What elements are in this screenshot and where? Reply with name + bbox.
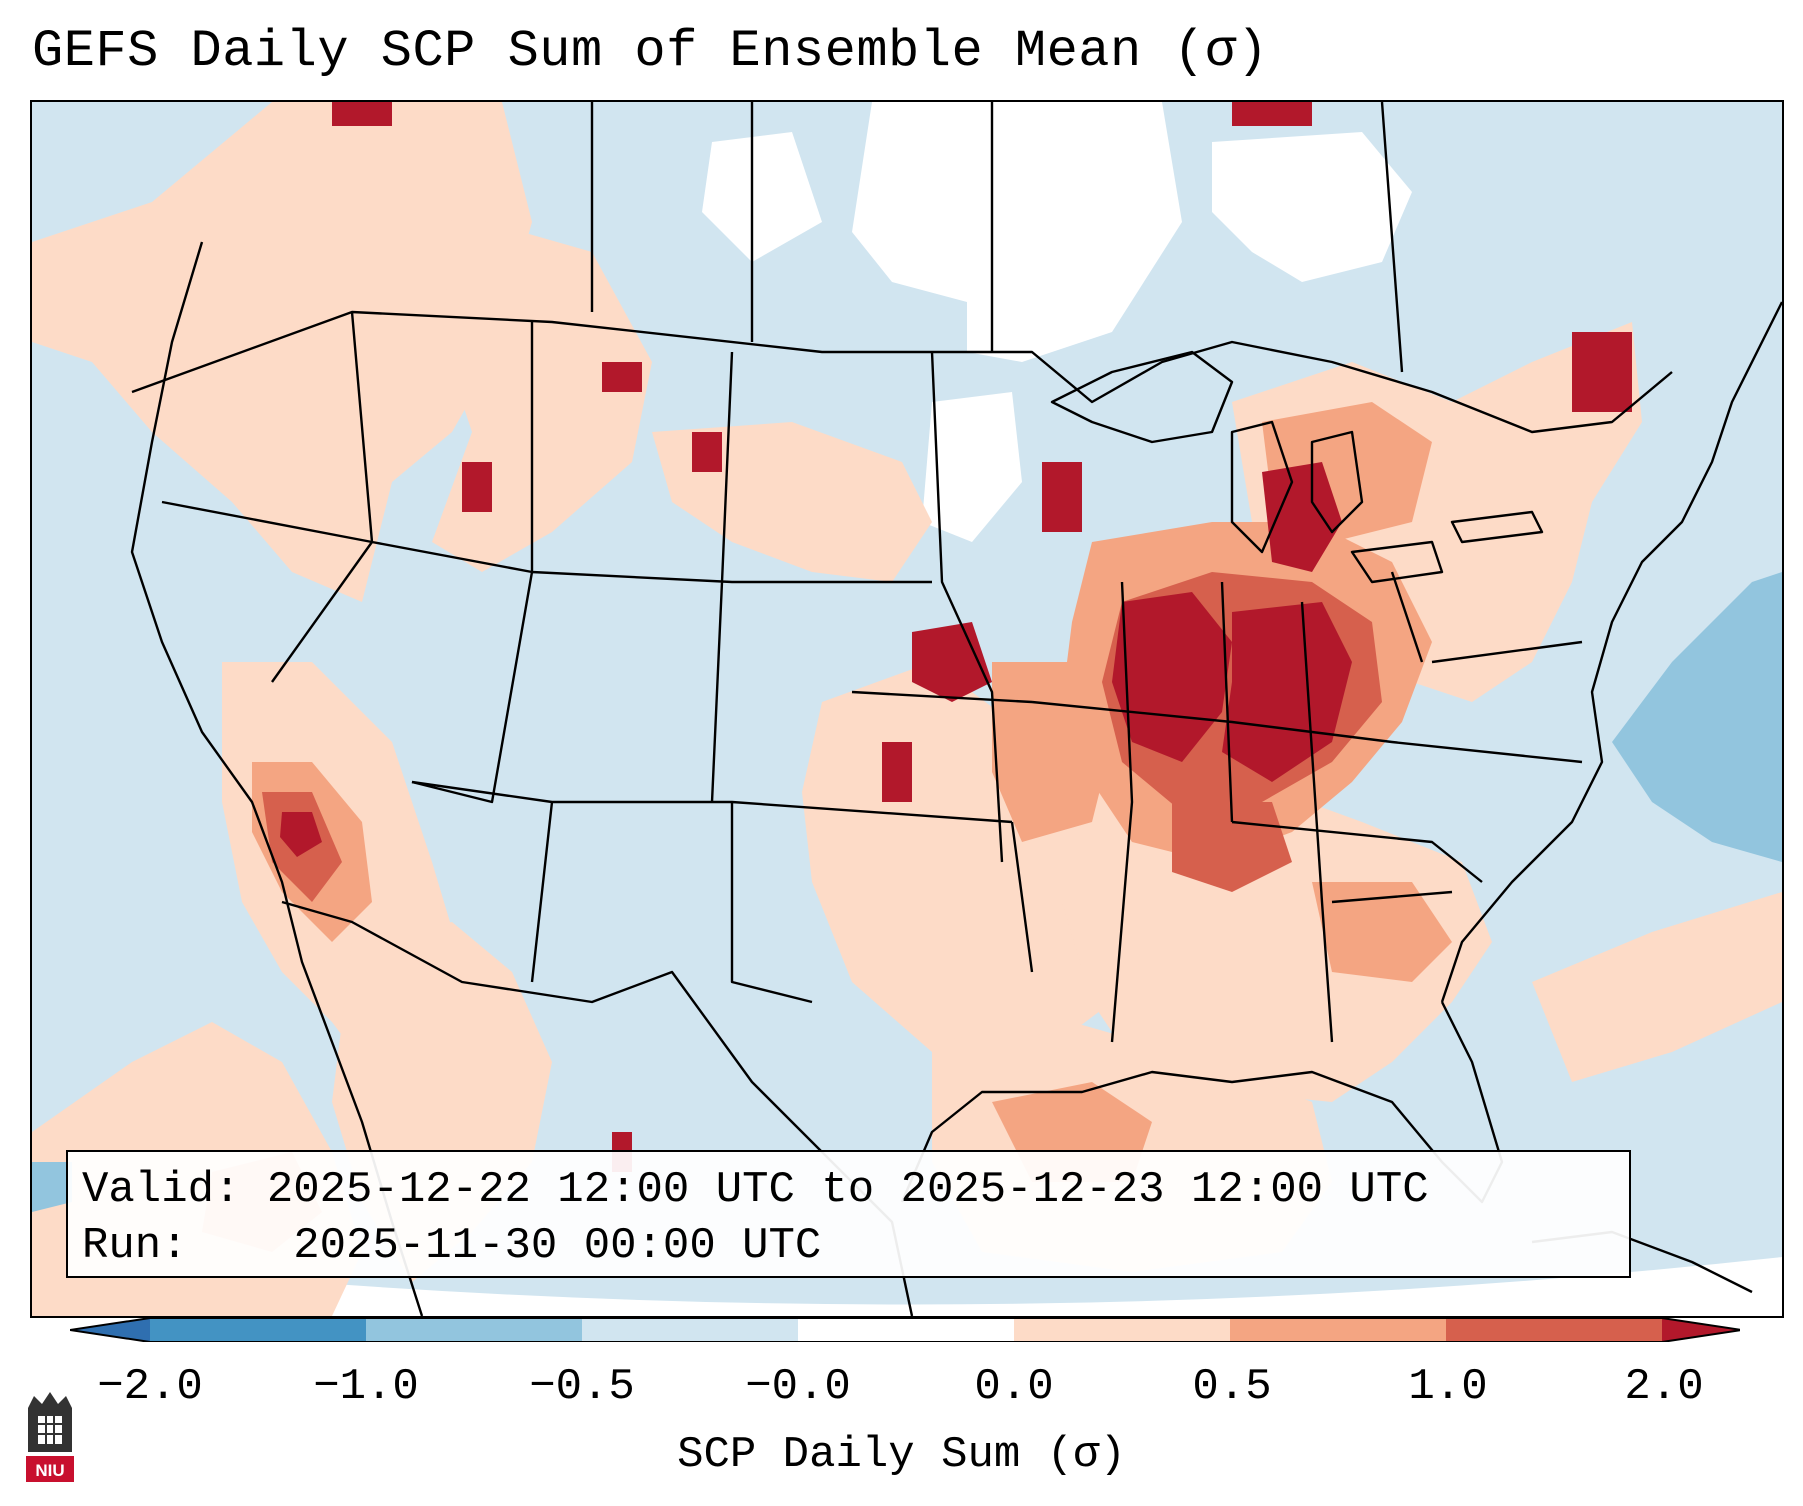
colorbar-segment: [582, 1318, 798, 1342]
mid-red-georgia: [1312, 882, 1452, 982]
map-title: GEFS Daily SCP Sum of Ensemble Mean (σ): [32, 22, 1269, 81]
colorbar: [70, 1318, 1740, 1342]
west-coast: [130, 241, 424, 1316]
colorbar-segment: [1446, 1318, 1662, 1342]
canadian-provinces: [590, 102, 1404, 373]
run-value: 2025-11-30 00:00 UTC: [293, 1221, 822, 1271]
colorbar-label: SCP Daily Sum (σ): [677, 1430, 1126, 1480]
boundaries: [130, 102, 1782, 1316]
dark-red-kansas: [882, 742, 912, 802]
dark-red-california: [280, 812, 322, 857]
dark-red-missouri: [912, 622, 992, 702]
tick-label: 1.0: [1408, 1362, 1488, 1412]
tick-label: −0.5: [529, 1362, 635, 1412]
state-lines-west: [161, 311, 1004, 863]
dark-red-hudson-bay: [1232, 102, 1312, 126]
colorbar-segment: [366, 1318, 582, 1342]
svg-text:NIU: NIU: [35, 1461, 64, 1480]
tick-label: −2.0: [97, 1362, 203, 1412]
dark-red-sd: [1042, 462, 1082, 532]
dark-red-michigan: [1262, 462, 1342, 572]
neutral-zone-northern-plains: [852, 102, 1182, 362]
dark-red-quebec: [1572, 332, 1632, 412]
valid-value: 2025-12-22 12:00 UTC to 2025-12-23 12:00…: [266, 1165, 1429, 1215]
run-label: Run:: [82, 1221, 188, 1271]
east-coast: [1440, 301, 1782, 1003]
colorbar-segment: [1230, 1318, 1446, 1342]
valid-label: Valid:: [82, 1165, 241, 1215]
light-red-southern-plains: [802, 662, 1112, 1062]
dark-red-montana-a: [462, 462, 492, 512]
dark-red-montana-b: [692, 432, 722, 472]
light-red-atlantic: [1532, 892, 1782, 1082]
light-blue-pacific-edge: [32, 1162, 72, 1212]
dark-red-alberta: [602, 362, 642, 392]
great-lakes: [1050, 350, 1544, 584]
light-red-pacific-northwest: [32, 102, 532, 602]
colorbar-segment: [798, 1318, 1014, 1342]
tick-label: −1.0: [313, 1362, 419, 1412]
colorbar-segment: [150, 1318, 366, 1342]
state-lines-east: [1110, 571, 1583, 1043]
map-panel: [30, 100, 1784, 1318]
validity-info-box: Valid: 2025-12-22 12:00 UTC to 2025-12-2…: [66, 1150, 1631, 1278]
outside-projection-corner: [32, 1257, 1782, 1316]
neutral-zone-dakotas: [922, 392, 1022, 542]
neutral-zone-montana: [702, 132, 822, 262]
dark-red-ohio-kentucky: [1222, 602, 1352, 782]
state-lines-central: [411, 690, 1583, 1004]
colorbar-segment: [1014, 1318, 1230, 1342]
tick-label: −0.0: [745, 1362, 851, 1412]
us-canada-border: [131, 310, 1673, 434]
scp-map: [32, 102, 1782, 1316]
dark-red-wa: [332, 102, 392, 126]
colorbar-extend-low: [70, 1318, 150, 1342]
niu-logo-icon: NIU: [26, 1392, 74, 1482]
tick-label: 0.0: [974, 1362, 1054, 1412]
colorbar-extend-high: [1662, 1318, 1740, 1342]
tick-label: 0.5: [1192, 1362, 1272, 1412]
light-blue-atlantic: [1612, 572, 1782, 862]
neutral-zones: [702, 102, 1412, 542]
neutral-zone-canada-east: [1212, 132, 1412, 282]
tick-label: 2.0: [1624, 1362, 1704, 1412]
